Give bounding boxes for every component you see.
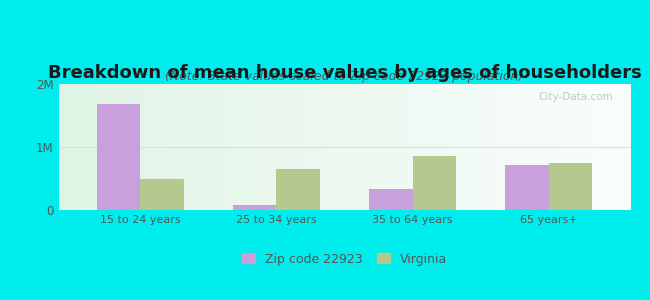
Bar	[369, 189, 413, 210]
Bar	[505, 165, 549, 210]
Bar	[97, 104, 140, 210]
Bar	[140, 179, 184, 210]
Bar	[233, 205, 276, 210]
Text: City-Data.com: City-Data.com	[539, 92, 614, 102]
Text: (Note: State values scaled to Zip code 22923 population): (Note: State values scaled to Zip code 2…	[165, 70, 524, 83]
Bar	[549, 163, 592, 210]
Bar	[276, 169, 320, 210]
Legend: Zip code 22923, Virginia: Zip code 22923, Virginia	[239, 249, 450, 269]
Bar	[413, 156, 456, 210]
Title: Breakdown of mean house values by ages of householders: Breakdown of mean house values by ages o…	[47, 64, 642, 82]
